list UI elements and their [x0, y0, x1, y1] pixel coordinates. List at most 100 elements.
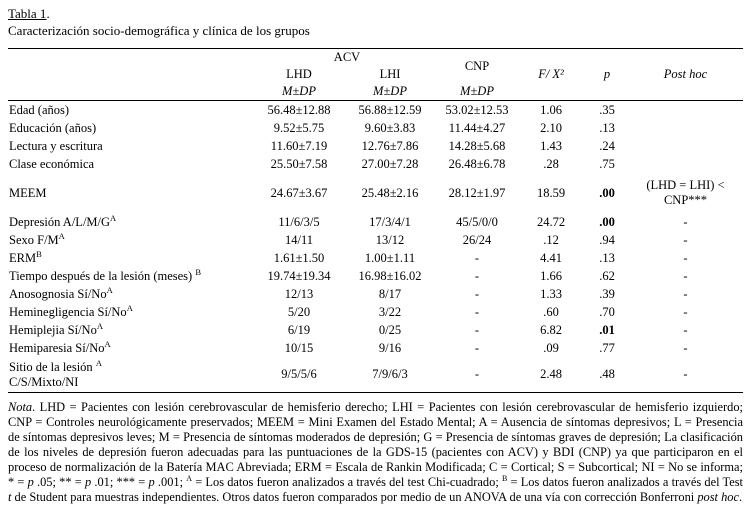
cell-lhd: 10/15	[284, 340, 314, 355]
header-lhd: LHD	[286, 67, 312, 81]
cell-p: .39	[599, 286, 615, 301]
header-f-x2: F/ X²	[538, 67, 564, 81]
cell-cnp: 11.44±4.27	[448, 120, 506, 135]
paper-page: Tabla 1. Caracterización socio-demográfi…	[8, 5, 743, 505]
cell-cnp: 28.12±1.97	[448, 185, 506, 200]
cell-f: 6.82	[540, 322, 562, 337]
table-row: Tiempo después de la lesión (meses) B 19.…	[8, 267, 743, 285]
cell-cnp: 14.28±5.68	[448, 138, 506, 153]
cell-lhi: 16.98±16.02	[358, 268, 422, 283]
cell-posthoc: -	[683, 304, 688, 319]
cell-lhd: 9.52±5.75	[273, 120, 325, 135]
cell-lhi: 9/16	[378, 340, 402, 355]
row-label: Heminegligencia Sí/NoA	[9, 302, 133, 319]
note-segment: t	[8, 490, 12, 504]
cell-p: .70	[599, 304, 615, 319]
cell-p: .62	[599, 268, 615, 283]
cell-f: 24.72	[536, 214, 566, 229]
cell-posthoc	[628, 119, 743, 137]
cell-lhd: 6/19	[287, 322, 311, 337]
header-mdp-cnp: M±DP	[460, 84, 494, 98]
row-label: Hemiparesia Sí/NoA	[9, 338, 111, 355]
header-empty	[8, 49, 256, 101]
note-segment: p	[27, 475, 34, 489]
row-label: Clase económica	[9, 156, 95, 171]
cell-posthoc: -	[683, 214, 688, 229]
cell-posthoc: -	[683, 250, 688, 265]
cell-lhd: 11/6/3/5	[278, 214, 320, 229]
row-label: Edad (años)	[9, 102, 70, 117]
cell-cnp: -	[474, 340, 480, 355]
cell-posthoc	[628, 155, 743, 173]
table-note: Nota. LHD = Pacientes con lesión cerebro…	[8, 400, 743, 505]
cell-p: .00	[599, 185, 615, 200]
note-segment: .	[739, 490, 743, 504]
cell-posthoc: -	[683, 367, 688, 381]
cell-lhd: 9/5/5/6	[281, 367, 317, 381]
row-label: Sitio de la lesión A C/S/Mixto/NI	[9, 357, 102, 389]
cell-posthoc	[628, 137, 743, 155]
header-cnp: CNP	[464, 58, 490, 73]
note-segment: de Student para muestras independientes.…	[11, 490, 698, 504]
note-segment: Nota	[8, 400, 33, 414]
cell-posthoc: -	[683, 340, 688, 355]
cell-f: .12	[543, 232, 559, 247]
cell-f: 4.41	[540, 250, 562, 265]
table-row: Sexo F/MA 14/11 13/12 26/24 .12 .94 -	[8, 231, 743, 249]
table-row: Depresión A/L/M/GA 11/6/3/5 17/3/4/1 45/5/0…	[8, 213, 743, 231]
note-segment: = Los datos fueron analizados a través d…	[507, 475, 743, 489]
cell-cnp: -	[474, 304, 480, 319]
note-segment: .05; ** =	[33, 475, 85, 489]
cell-cnp: 53.02±12.53	[445, 102, 509, 117]
note-segment: . LHD = Pacientes con lesión cerebrovasc…	[8, 400, 743, 489]
table-row: ERMB 1.61±1.50 1.00±1.11 - 4.41 .13 -	[8, 249, 743, 267]
cell-f: 2.10	[540, 120, 562, 135]
table-row: Clase económica 25.50±7.58 27.00±7.28 26.48…	[8, 155, 743, 173]
cell-lhi: 25.48±2.16	[361, 185, 419, 200]
note-segment: .01; *** =	[91, 475, 149, 489]
row-label: Tiempo después de la lesión (meses) B	[9, 266, 201, 283]
cell-lhd: 24.67±3.67	[270, 185, 328, 200]
cell-lhi: 56.88±12.59	[358, 102, 422, 117]
note-segment: A	[186, 473, 193, 483]
cell-lhd: 14/11	[284, 232, 313, 247]
cell-f: 1.43	[540, 138, 562, 153]
data-table: ACV CNP F/ X² p Post hoc LHD LHI M±DP M±…	[8, 48, 743, 393]
row-label: Anosognosia Sí/NoA	[9, 284, 113, 301]
cell-p: .24	[599, 138, 615, 153]
cell-lhi: 12.76±7.86	[361, 138, 419, 153]
cell-cnp: -	[474, 367, 480, 381]
cell-lhi: 7/9/6/3	[372, 367, 408, 381]
row-label: Lectura y escritura	[9, 138, 103, 153]
cell-cnp: -	[474, 268, 480, 283]
row-label: MEEM	[9, 185, 47, 200]
cell-lhi: 1.00±1.11	[364, 250, 416, 265]
table-caption: Caracterización socio-demográfica y clín…	[8, 23, 310, 38]
note-segment: p	[84, 475, 92, 489]
cell-posthoc: -	[683, 232, 688, 247]
cell-posthoc: -	[683, 268, 688, 283]
cell-cnp: 26/24	[462, 232, 492, 247]
table-row: Sitio de la lesión A C/S/Mixto/NI 9/5/5/6 7…	[8, 357, 743, 393]
table-header: ACV CNP F/ X² p Post hoc LHD LHI M±DP M±…	[8, 49, 743, 101]
cell-p: .77	[599, 340, 615, 355]
table-row: Educación (años) 9.52±5.75 9.60±3.83 11.44±…	[8, 119, 743, 137]
cell-lhi: 0/25	[378, 322, 402, 337]
cell-lhi: 27.00±7.28	[361, 156, 419, 171]
table-title: Tabla 1.	[8, 5, 743, 22]
header-acv: ACV	[333, 50, 361, 64]
header-row-groups: LHD LHI	[8, 66, 743, 83]
header-posthoc: Post hoc	[663, 67, 708, 81]
cell-lhi: 13/12	[375, 232, 405, 247]
table-row: Lectura y escritura 11.60±7.19 12.76±7.86 1…	[8, 137, 743, 155]
cell-p: .13	[599, 120, 615, 135]
cell-posthoc: -	[683, 322, 688, 337]
cell-posthoc	[628, 101, 743, 120]
cell-f: .09	[543, 340, 559, 355]
cell-lhd: 12/13	[284, 286, 314, 301]
cell-p: .75	[599, 156, 615, 171]
cell-cnp: -	[474, 250, 480, 265]
cell-f: .28	[543, 156, 559, 171]
table-number-period: .	[46, 6, 50, 21]
header-row-mdp: M±DP M±DP M±DP	[8, 83, 743, 101]
